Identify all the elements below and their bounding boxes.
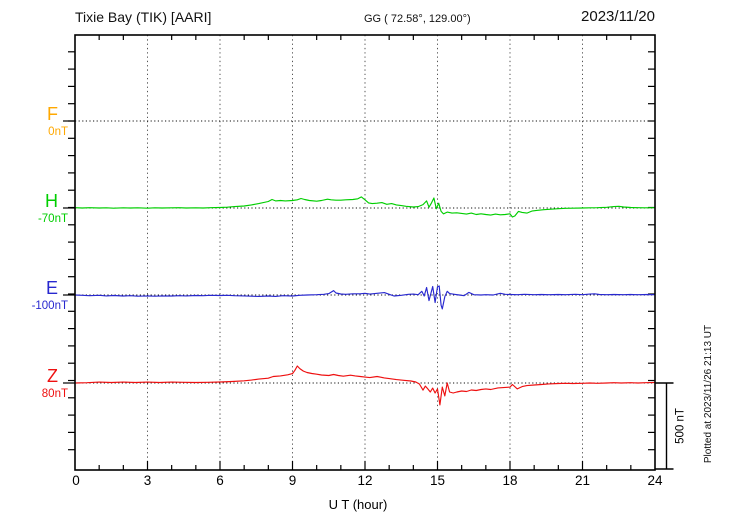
component-label-e: E [45, 278, 58, 298]
x-tick-3: 3 [143, 473, 152, 488]
geographic-coordinates: GG ( 72.58°, 129.00°) [364, 13, 471, 25]
component-baseline-f: 0nT [48, 126, 68, 138]
station-title: Tixie Bay (TIK) [AARI] [75, 9, 212, 25]
component-baseline-e: -100nT [31, 300, 68, 312]
component-baseline-h: -70nT [37, 213, 68, 225]
x-tick-0: 0 [72, 473, 80, 488]
x-tick-18: 18 [502, 473, 518, 488]
component-baseline-z: 80nT [41, 388, 68, 400]
plot-date: 2023/11/20 [581, 8, 655, 25]
component-label-h: H [45, 191, 58, 211]
x-tick-12: 12 [357, 473, 373, 488]
x-tick-6: 6 [216, 473, 224, 488]
x-tick-15: 15 [429, 473, 446, 488]
component-label-f: F [47, 104, 58, 124]
x-axis-label: U T (hour) [328, 497, 388, 512]
plotted-at-note: Plotted at 2023/11/26 21:13 UT [703, 324, 714, 464]
x-tick-9: 9 [288, 473, 297, 488]
scale-bar-label: 500 nT [674, 408, 687, 444]
x-tick-24: 24 [647, 473, 663, 488]
component-label-z: Z [47, 366, 58, 386]
x-tick-21: 21 [574, 473, 591, 488]
